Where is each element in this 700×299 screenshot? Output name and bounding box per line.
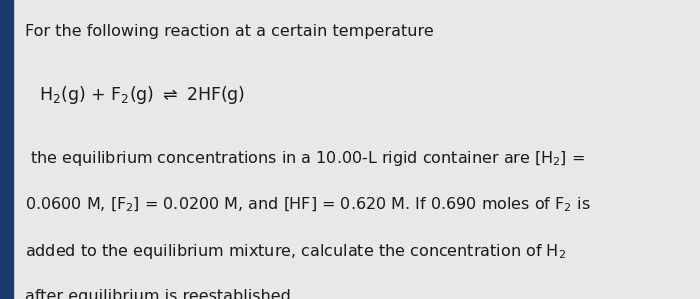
Text: For the following reaction at a certain temperature: For the following reaction at a certain … — [25, 24, 433, 39]
Bar — [0, 0, 13, 299]
Text: added to the equilibrium mixture, calculate the concentration of H$_2$: added to the equilibrium mixture, calcul… — [25, 242, 566, 261]
Text: the equilibrium concentrations in a 10.00-L rigid container are [H$_2$] =: the equilibrium concentrations in a 10.0… — [25, 150, 584, 169]
Text: after equilibrium is reestablished.: after equilibrium is reestablished. — [25, 289, 295, 299]
Text: 0.0600 M, [F$_2$] = 0.0200 M, and [HF] = 0.620 M. If 0.690 moles of F$_2$ is: 0.0600 M, [F$_2$] = 0.0200 M, and [HF] =… — [25, 196, 590, 214]
Text: H$_2$(g) + F$_2$(g) $\rightleftharpoons$ 2HF(g): H$_2$(g) + F$_2$(g) $\rightleftharpoons$… — [38, 84, 245, 106]
